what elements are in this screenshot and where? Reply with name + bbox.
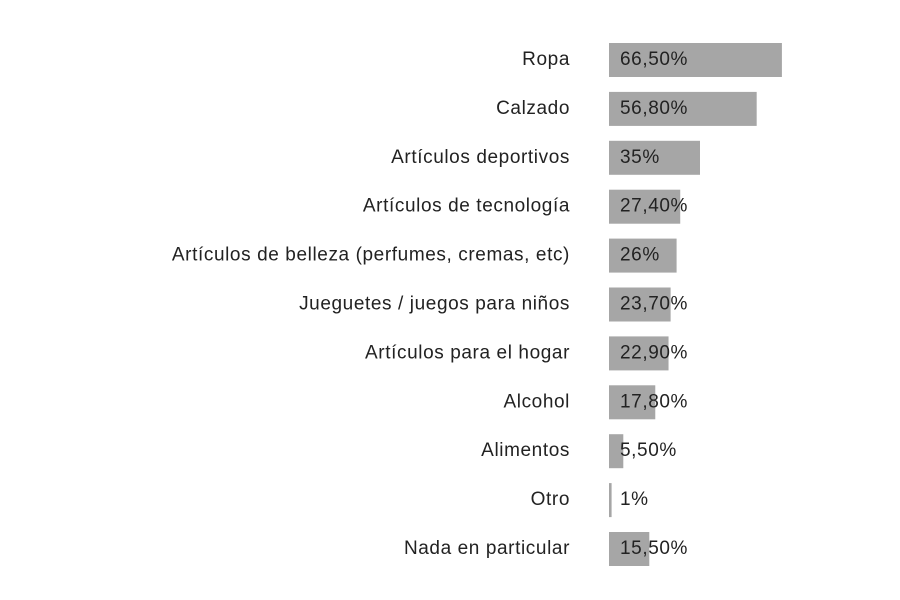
value-label: 56,80% bbox=[620, 98, 688, 119]
bars-layer bbox=[609, 43, 782, 566]
bar-2 bbox=[609, 140, 700, 175]
value-label: 26% bbox=[620, 245, 660, 266]
category-label: Alimentos bbox=[481, 440, 570, 461]
value-label: 66,50% bbox=[620, 49, 688, 70]
category-label: Alcohol bbox=[503, 391, 570, 412]
bar-6 bbox=[609, 336, 669, 371]
value-label: 22,90% bbox=[620, 342, 688, 363]
bar-5 bbox=[609, 287, 671, 322]
value-label: 1% bbox=[620, 489, 649, 510]
bar-3 bbox=[609, 189, 681, 224]
category-label: Artículos deportivos bbox=[391, 147, 570, 168]
bar-0 bbox=[609, 43, 782, 77]
bar-1 bbox=[609, 91, 757, 126]
category-label: Ropa bbox=[522, 49, 570, 70]
bar-9 bbox=[609, 483, 612, 518]
category-label: Jueguetes / juegos para niños bbox=[299, 294, 570, 315]
value-label: 5,50% bbox=[620, 440, 677, 461]
bar-7 bbox=[609, 385, 656, 420]
value-label: 23,70% bbox=[620, 294, 688, 315]
category-label: Artículos de belleza (perfumes, cremas, … bbox=[172, 245, 570, 266]
value-label: 27,40% bbox=[620, 196, 688, 217]
category-label: Nada en particular bbox=[404, 538, 570, 559]
value-label: 17,80% bbox=[620, 391, 688, 412]
value-label: 15,50% bbox=[620, 538, 688, 559]
value-label: 35% bbox=[620, 147, 660, 168]
category-label: Artículos para el hogar bbox=[365, 342, 570, 363]
category-label: Otro bbox=[531, 489, 570, 510]
category-label: Artículos de tecnología bbox=[363, 196, 570, 217]
category-label: Calzado bbox=[496, 98, 570, 119]
labels-layer: Ropa 66,50% Calzado 56,80% Artículos deporti… bbox=[172, 49, 688, 559]
bar-8 bbox=[609, 434, 624, 469]
bar-4 bbox=[609, 238, 677, 273]
bar-10 bbox=[609, 532, 650, 566]
